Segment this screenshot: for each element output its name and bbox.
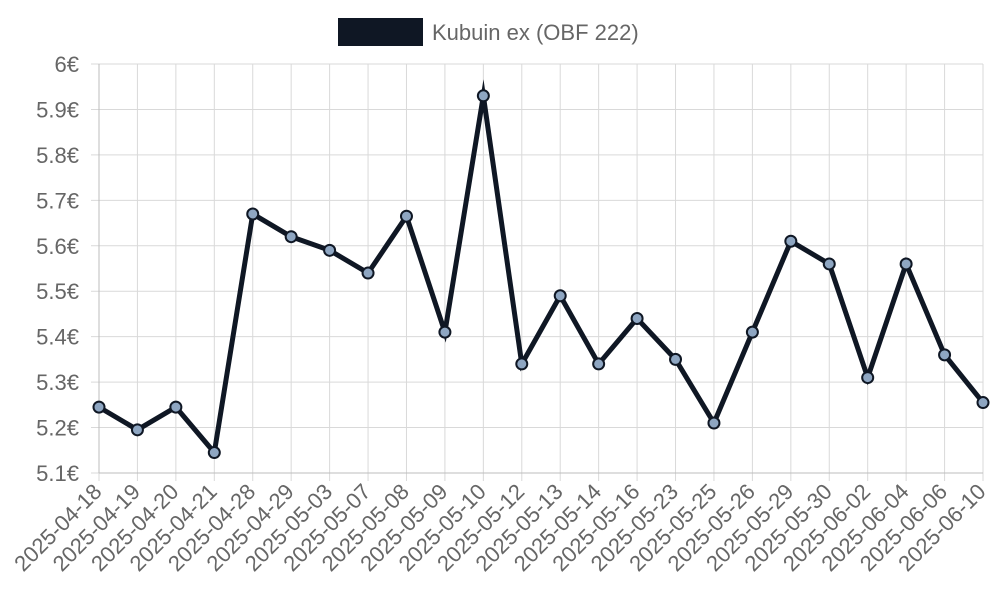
x-axis-ticks: 2025-04-182025-04-192025-04-202025-04-21… [9, 479, 990, 576]
y-tick-label: 5.1€ [36, 461, 79, 486]
data-point[interactable] [976, 396, 990, 410]
series-layer [92, 79, 990, 460]
data-point[interactable] [592, 357, 606, 371]
data-point[interactable] [438, 325, 452, 339]
data-point[interactable] [399, 209, 413, 223]
data-point[interactable] [323, 243, 337, 257]
data-point[interactable] [515, 357, 529, 371]
data-point[interactable] [630, 311, 644, 325]
data-point[interactable] [476, 89, 490, 103]
data-point[interactable] [938, 348, 952, 362]
y-tick-label: 5.2€ [36, 416, 79, 441]
data-point[interactable] [669, 352, 683, 366]
data-point[interactable] [784, 234, 798, 248]
legend-swatch [338, 18, 423, 46]
data-point[interactable] [169, 400, 183, 414]
y-tick-label: 5.3€ [36, 370, 79, 395]
series-line [97, 79, 985, 459]
data-point[interactable] [745, 325, 759, 339]
y-tick-label: 5.4€ [36, 325, 79, 350]
y-tick-label: 6€ [55, 52, 79, 77]
grid [91, 63, 984, 481]
y-axis-ticks: 5.1€ 5.2€ 5.3€ 5.4€ 5.5€ 5.6€ 5.7€ 5.8€ 5.9€ 6€ [36, 52, 79, 486]
y-tick-label: 5.8€ [36, 143, 79, 168]
data-point[interactable] [361, 266, 375, 280]
data-point[interactable] [284, 230, 298, 244]
data-point[interactable] [130, 423, 144, 437]
y-tick-label: 5.9€ [36, 97, 79, 122]
data-point[interactable] [822, 257, 836, 271]
y-tick-label: 5.6€ [36, 234, 79, 259]
axes [98, 64, 983, 474]
data-point[interactable] [246, 207, 260, 221]
y-tick-label: 5.7€ [36, 188, 79, 213]
data-point[interactable] [899, 257, 913, 271]
y-tick-label: 5.5€ [36, 279, 79, 304]
legend[interactable]: Kubuin ex (OBF 222) [338, 18, 639, 46]
legend-label: Kubuin ex (OBF 222) [432, 20, 639, 45]
data-point[interactable] [861, 371, 875, 385]
data-point[interactable] [707, 416, 721, 430]
data-point[interactable] [92, 400, 106, 414]
data-point[interactable] [207, 446, 221, 460]
data-point[interactable] [553, 289, 567, 303]
